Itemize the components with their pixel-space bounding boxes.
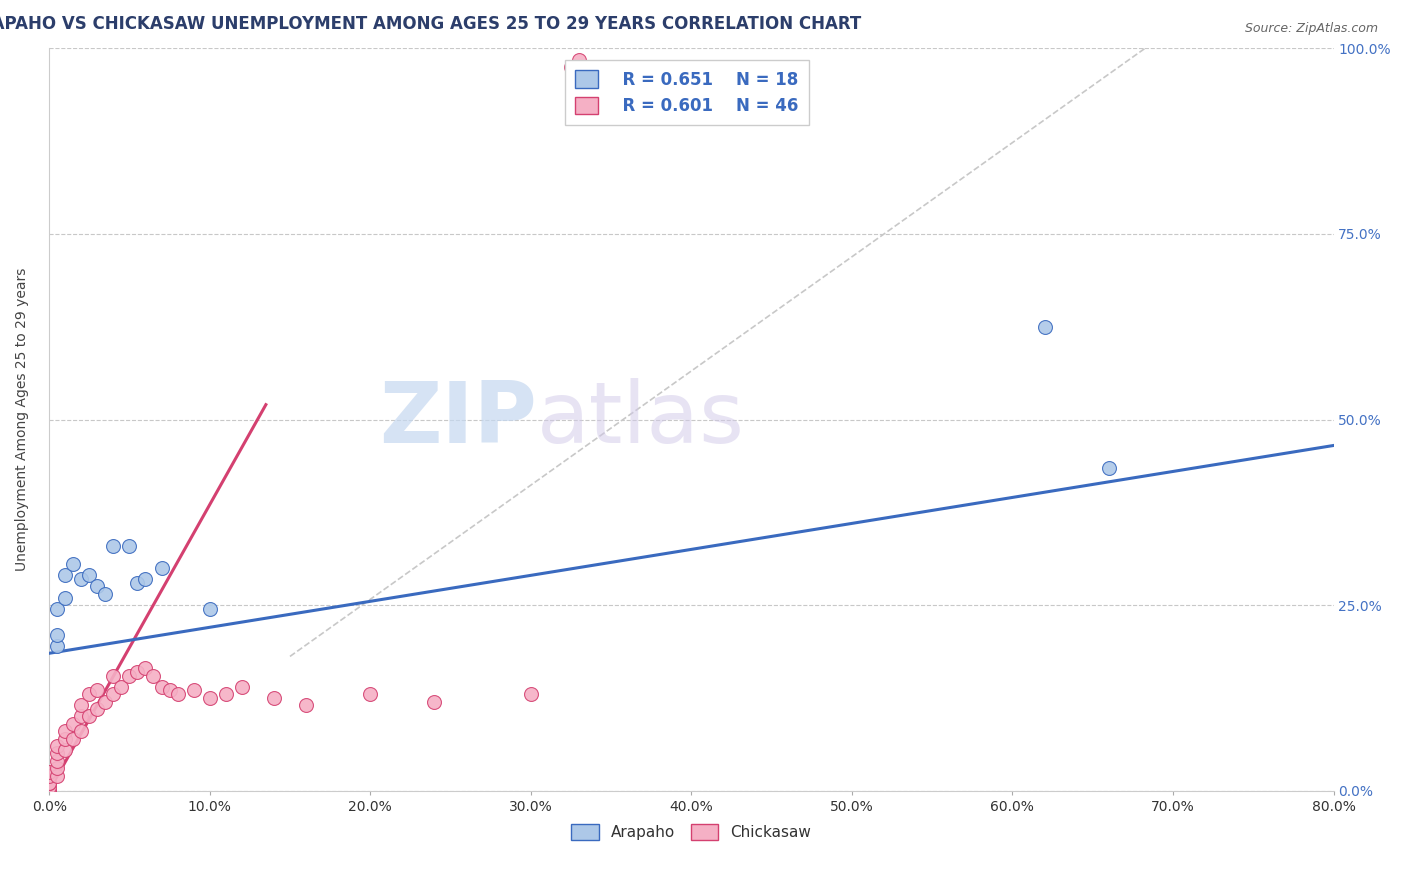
Point	[38, 783, 60, 797]
Point	[103, 539, 125, 553]
Point	[38, 769, 60, 783]
Point	[38, 776, 60, 790]
Point	[53, 724, 76, 739]
Point	[198, 690, 221, 705]
Point	[46, 747, 69, 761]
Text: ZIP: ZIP	[380, 378, 537, 461]
Point	[62, 558, 84, 572]
Point	[423, 694, 446, 708]
Point	[46, 761, 69, 775]
Point	[263, 690, 285, 705]
Point	[70, 698, 93, 713]
Point	[53, 568, 76, 582]
Y-axis label: Unemployment Among Ages 25 to 29 years: Unemployment Among Ages 25 to 29 years	[15, 268, 30, 571]
Point	[94, 587, 117, 601]
Point	[53, 731, 76, 746]
Point	[70, 724, 93, 739]
Point	[231, 680, 253, 694]
Point	[86, 702, 108, 716]
Point	[183, 683, 205, 698]
Point	[110, 680, 132, 694]
Point	[520, 687, 543, 701]
Point	[70, 709, 93, 723]
Point	[127, 575, 149, 590]
Point	[46, 739, 69, 753]
Point	[70, 572, 93, 586]
Point	[46, 628, 69, 642]
Point	[118, 668, 141, 682]
Point	[77, 568, 100, 582]
Point	[38, 783, 60, 797]
Point	[142, 668, 165, 682]
Text: ARAPAHO VS CHICKASAW UNEMPLOYMENT AMONG AGES 25 TO 29 YEARS CORRELATION CHART: ARAPAHO VS CHICKASAW UNEMPLOYMENT AMONG …	[0, 15, 860, 33]
Point	[46, 769, 69, 783]
Point	[295, 698, 318, 713]
Point	[62, 731, 84, 746]
Point	[94, 694, 117, 708]
Text: atlas: atlas	[537, 378, 745, 461]
Point	[159, 683, 181, 698]
Point	[1098, 460, 1121, 475]
Point	[38, 780, 60, 794]
Point	[46, 601, 69, 615]
Point	[166, 687, 188, 701]
Point	[1033, 319, 1056, 334]
Point	[38, 776, 60, 790]
Point	[86, 683, 108, 698]
Point	[150, 680, 173, 694]
Point	[53, 743, 76, 757]
Point	[86, 580, 108, 594]
Point	[53, 591, 76, 605]
Point	[77, 709, 100, 723]
Point	[62, 716, 84, 731]
Point	[46, 639, 69, 653]
Point	[118, 539, 141, 553]
Point	[560, 60, 582, 74]
Point	[198, 601, 221, 615]
Point	[103, 687, 125, 701]
Point	[46, 754, 69, 768]
Legend: Arapaho, Chickasaw: Arapaho, Chickasaw	[565, 818, 817, 846]
Point	[134, 572, 156, 586]
Point	[127, 665, 149, 679]
Point	[150, 561, 173, 575]
Point	[568, 53, 591, 67]
Point	[134, 661, 156, 675]
Point	[38, 764, 60, 779]
Point	[215, 687, 238, 701]
Text: Source: ZipAtlas.com: Source: ZipAtlas.com	[1244, 22, 1378, 36]
Point	[103, 668, 125, 682]
Point	[77, 687, 100, 701]
Point	[359, 687, 381, 701]
